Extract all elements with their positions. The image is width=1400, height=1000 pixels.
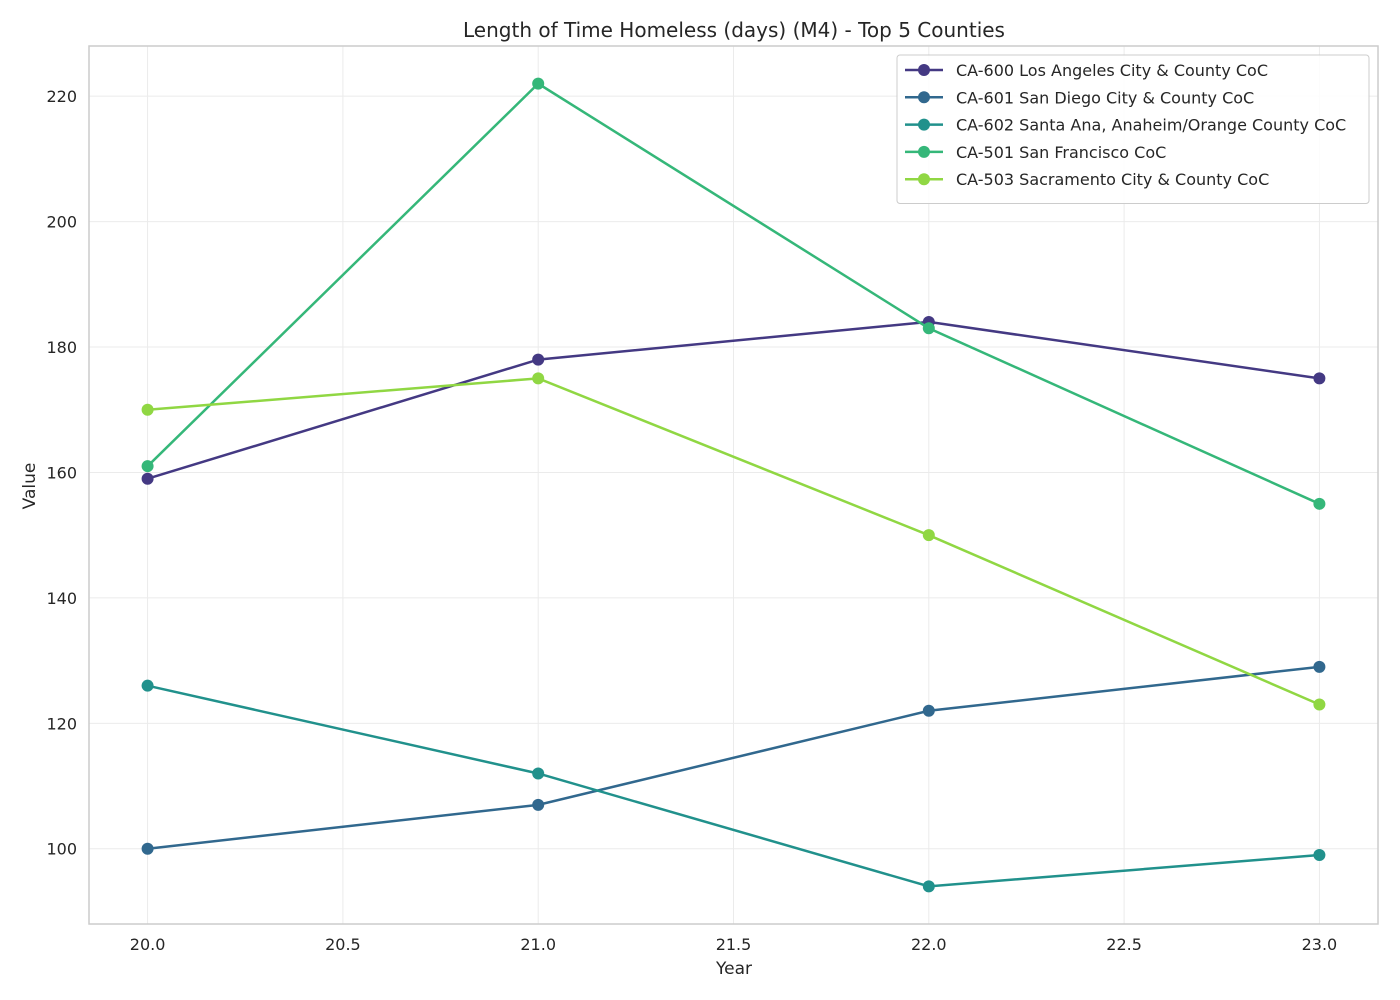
series-4: [141, 77, 1326, 510]
legend-item: CA-600 Los Angeles City & County CoC: [905, 61, 1268, 80]
data-point: [141, 472, 154, 485]
legend-label: CA-600 Los Angeles City & County CoC: [956, 61, 1268, 80]
x-tick-label: 23.0: [1302, 935, 1338, 954]
y-tick-label: 220: [46, 87, 77, 106]
series-line: [147, 377, 1320, 706]
data-point: [532, 353, 545, 366]
legend-item: CA-501 San Francisco CoC: [905, 143, 1166, 162]
series-line: [147, 665, 1320, 850]
data-point: [1313, 372, 1326, 385]
data-point: [532, 372, 545, 385]
y-tick-label: 200: [46, 213, 77, 232]
data-point: [922, 529, 935, 542]
x-tick-label: 22.5: [1106, 935, 1142, 954]
y-tick-label: 120: [46, 714, 77, 733]
legend-marker: [918, 118, 930, 131]
x-axis: 20.0 20.5 21.0 21.5 22.0 22.5 23.0: [130, 935, 1337, 954]
data-point: [922, 704, 935, 717]
data-point: [141, 403, 154, 416]
x-tick-label: 21.0: [520, 935, 556, 954]
data-point: [1313, 497, 1326, 510]
legend-label: CA-501 San Francisco CoC: [956, 143, 1166, 162]
legend: CA-600 Los Angeles City & County CoC CA-6…: [896, 54, 1370, 204]
series-lines: [141, 77, 1326, 893]
data-point: [1313, 849, 1326, 862]
legend-marker: [918, 173, 930, 186]
series-line: [147, 320, 1320, 480]
legend-marker: [918, 145, 930, 158]
series-line: [146, 82, 1320, 505]
data-point: [532, 767, 545, 780]
legend-label: CA-503 Sacramento City & County CoC: [956, 170, 1269, 189]
x-tick-label: 20.0: [130, 935, 166, 954]
legend-item: CA-601 San Diego City & County CoC: [905, 88, 1254, 107]
y-tick-label: 100: [46, 840, 77, 859]
y-tick-label: 180: [46, 338, 77, 357]
data-point: [922, 322, 935, 335]
data-point: [141, 679, 154, 692]
series-3: [141, 679, 1326, 893]
series-line: [147, 684, 1320, 888]
data-point: [1313, 660, 1326, 673]
y-axis-label: Value: [20, 463, 40, 510]
series-5: [141, 372, 1326, 711]
x-tick-label: 20.5: [325, 935, 361, 954]
legend-item: CA-503 Sacramento City & County CoC: [905, 170, 1269, 189]
data-point: [1313, 698, 1326, 711]
legend-box: [896, 54, 1370, 204]
y-tick-label: 140: [46, 589, 77, 608]
data-point: [532, 798, 545, 811]
x-tick-label: 22.0: [911, 935, 947, 954]
legend-label: CA-601 San Diego City & County CoC: [956, 88, 1254, 107]
grid-lines: [89, 46, 1378, 924]
legend-label: CA-602 Santa Ana, Anaheim/Orange County …: [956, 116, 1346, 135]
chart-title: Length of Time Homeless (days) (M4) - To…: [463, 18, 1005, 42]
x-axis-label: Year: [715, 959, 752, 979]
legend-marker: [918, 64, 930, 76]
y-tick-label: 160: [46, 463, 77, 482]
x-tick-label: 21.5: [716, 935, 752, 954]
plot-frame: [88, 45, 1379, 925]
y-axis: 100 120 140 160 180 200 220: [46, 87, 77, 859]
legend-marker: [918, 91, 930, 104]
data-point: [532, 77, 545, 90]
series-2: [141, 660, 1326, 855]
legend-item: CA-602 Santa Ana, Anaheim/Orange County …: [905, 116, 1346, 135]
data-point: [141, 460, 154, 473]
data-point: [141, 842, 154, 855]
data-point: [922, 880, 935, 893]
